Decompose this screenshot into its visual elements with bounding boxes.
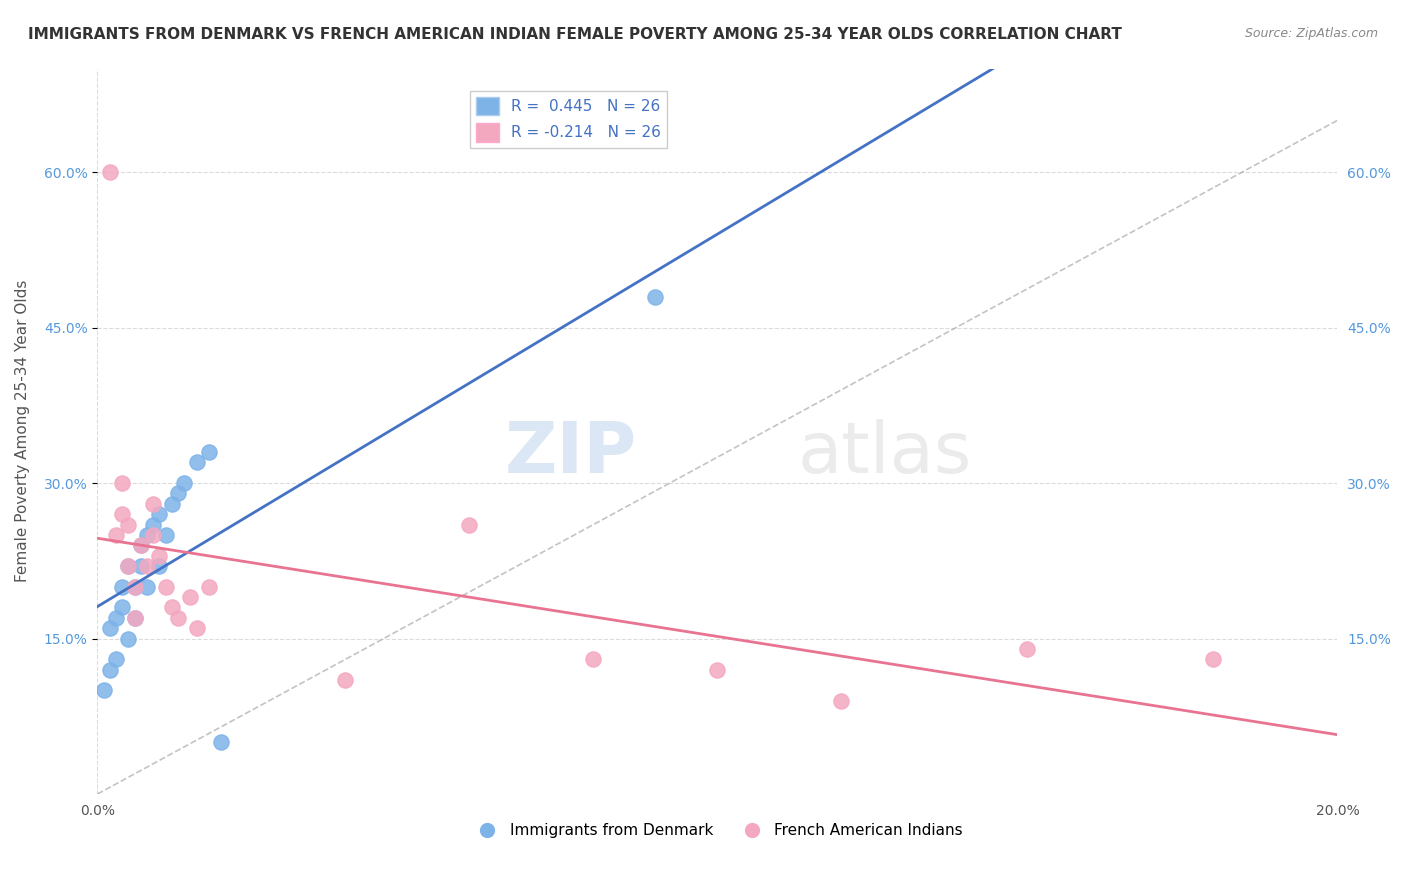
Point: [136, 559, 159, 574]
Point: [155, 580, 177, 594]
Point: [582, 652, 605, 666]
Point: [111, 580, 134, 594]
Point: [186, 621, 208, 635]
Text: ZIP: ZIP: [505, 418, 637, 488]
Point: [105, 528, 128, 542]
Point: [706, 663, 728, 677]
Point: [93, 683, 115, 698]
Point: [148, 507, 170, 521]
Point: [155, 528, 177, 542]
Y-axis label: Female Poverty Among 25-34 Year Olds: Female Poverty Among 25-34 Year Olds: [15, 280, 30, 582]
Point: [117, 632, 139, 646]
Point: [186, 455, 208, 469]
Point: [117, 517, 139, 532]
Point: [179, 590, 201, 604]
Point: [142, 528, 165, 542]
Point: [830, 694, 852, 708]
Point: [335, 673, 357, 687]
Point: [1202, 652, 1225, 666]
Point: [124, 580, 146, 594]
Text: atlas: atlas: [799, 418, 973, 488]
Point: [1017, 641, 1039, 656]
Point: [129, 538, 152, 552]
Text: Source: ZipAtlas.com: Source: ZipAtlas.com: [1244, 27, 1378, 40]
Point: [644, 289, 666, 303]
Point: [167, 611, 190, 625]
Point: [148, 559, 170, 574]
Point: [124, 580, 146, 594]
Point: [111, 476, 134, 491]
Point: [173, 476, 195, 491]
Point: [458, 517, 481, 532]
Point: [124, 611, 146, 625]
Point: [98, 165, 121, 179]
Legend: Immigrants from Denmark, French American Indians: Immigrants from Denmark, French American…: [465, 817, 969, 845]
Point: [142, 517, 165, 532]
Point: [117, 559, 139, 574]
Point: [98, 621, 121, 635]
Point: [136, 528, 159, 542]
Point: [98, 663, 121, 677]
Point: [111, 600, 134, 615]
Point: [148, 549, 170, 563]
Point: [105, 652, 128, 666]
Point: [136, 580, 159, 594]
Point: [198, 445, 221, 459]
Point: [167, 486, 190, 500]
Point: [160, 600, 183, 615]
Point: [142, 497, 165, 511]
Point: [129, 538, 152, 552]
Point: [105, 611, 128, 625]
Text: IMMIGRANTS FROM DENMARK VS FRENCH AMERICAN INDIAN FEMALE POVERTY AMONG 25-34 YEA: IMMIGRANTS FROM DENMARK VS FRENCH AMERIC…: [28, 27, 1122, 42]
Point: [211, 735, 233, 749]
Point: [160, 497, 183, 511]
Point: [198, 580, 221, 594]
Point: [111, 507, 134, 521]
Point: [117, 559, 139, 574]
Point: [124, 611, 146, 625]
Point: [129, 559, 152, 574]
